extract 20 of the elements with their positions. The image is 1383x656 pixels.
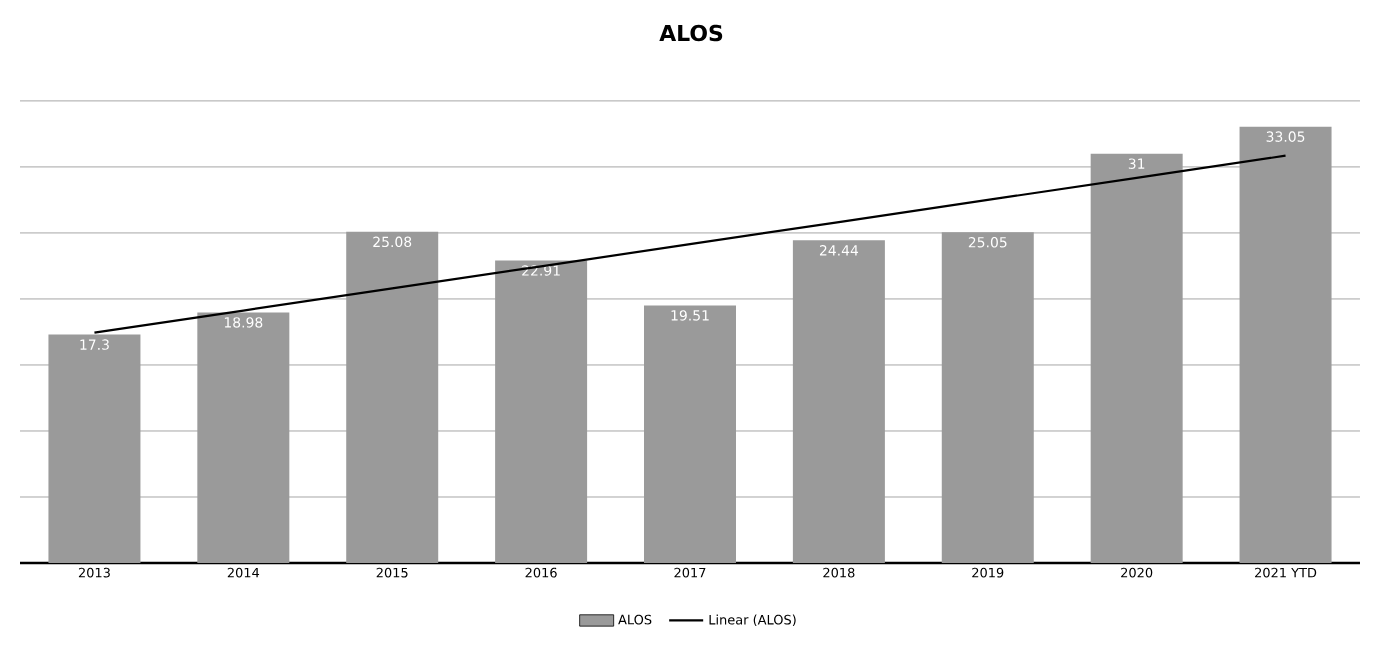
data-label: 17.3: [80, 339, 109, 350]
x-tick-label: 2018: [823, 567, 855, 578]
legend-label: ALOS: [618, 614, 652, 625]
chart-title: ALOS: [659, 24, 723, 42]
data-label: 25.05: [968, 236, 1007, 248]
x-tick-label: 2013: [78, 567, 110, 578]
x-tick-label: 2016: [525, 567, 557, 578]
x-tick-label: 2015: [376, 567, 408, 578]
data-label: 18.98: [224, 317, 263, 328]
data-label: 24.44: [819, 245, 859, 256]
data-label: 33.05: [1266, 131, 1305, 142]
x-tick-label: 2017: [674, 567, 706, 578]
x-tick-label: 2021 YTD: [1255, 567, 1317, 578]
x-tick-label: 2019: [972, 567, 1004, 578]
legend-label: Linear (ALOS): [709, 614, 796, 627]
data-label: 31: [1128, 158, 1145, 169]
data-label: 19.51: [671, 310, 709, 321]
x-tick-label: 2014: [227, 567, 260, 578]
data-label: 25.08: [373, 236, 412, 248]
x-tick-label: 2020: [1121, 567, 1153, 578]
